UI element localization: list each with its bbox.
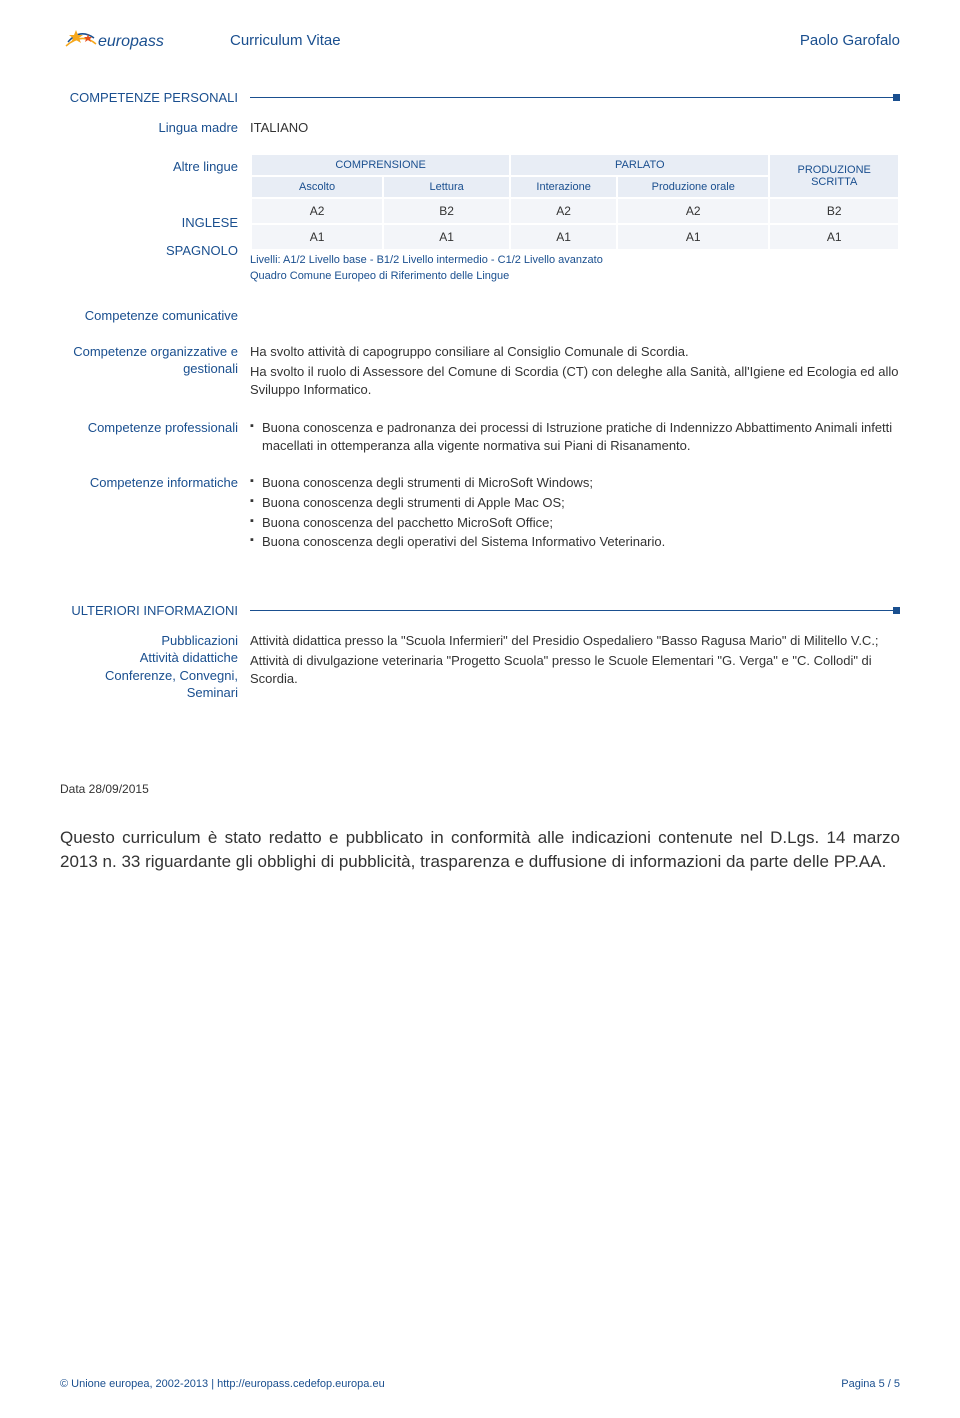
text-p1: Attività didattica presso la "Scuola Inf… [250, 632, 900, 650]
cell: A2 [618, 199, 768, 223]
table-row: A1 A1 A1 A1 A1 [252, 225, 898, 249]
list-item: Buona conoscenza degli strumenti di Appl… [250, 494, 900, 512]
label-ulteriori: Pubblicazioni Attività didattiche Confer… [60, 632, 250, 702]
footer-left: © Unione europea, 2002-2013 | http://eur… [60, 1378, 385, 1390]
label-l1: Competenze organizzative e [73, 344, 238, 359]
lang-row-label-1: SPAGNOLO [60, 237, 250, 265]
value-competenze-organizzative: Ha svolto attività di capogruppo consili… [250, 343, 900, 402]
cell: A2 [511, 199, 616, 223]
cell: B2 [384, 199, 509, 223]
person-name: Paolo Garofalo [800, 32, 900, 49]
row-competenze-organizzative: Competenze organizzative e gestionali Ha… [60, 343, 900, 402]
cell: A2 [252, 199, 382, 223]
europass-logo-icon: europass [60, 20, 170, 60]
label-competenze-organizzative: Competenze organizzative e gestionali [60, 343, 250, 402]
heading-rule [250, 97, 900, 98]
list-item: Buona conoscenza e padronanza dei proces… [250, 419, 900, 454]
lang-section: Altre lingue INGLESE SPAGNOLO COMPRENSIO… [60, 153, 900, 284]
value-competenze-comunicative [250, 307, 900, 325]
date-line: Data 28/09/2015 [60, 782, 900, 796]
table-row: A2 B2 A2 A2 B2 [252, 199, 898, 223]
row-ulteriori: Pubblicazioni Attività didattiche Confer… [60, 632, 900, 702]
th-lettura: Lettura [384, 177, 509, 197]
heading-label: COMPETENZE PERSONALI [60, 90, 250, 105]
list-item: Buona conoscenza degli operativi del Sis… [250, 533, 900, 551]
value-lingua-madre: ITALIANO [250, 119, 900, 137]
label-l2: gestionali [183, 361, 238, 376]
row-competenze-comunicative: Competenze comunicative [60, 307, 900, 325]
cell: A1 [770, 225, 898, 249]
text-p1: Ha svolto attività di capogruppo consili… [250, 343, 900, 361]
heading-rule [250, 610, 900, 611]
footer: © Unione europea, 2002-2013 | http://eur… [60, 1378, 900, 1390]
spacer [60, 181, 250, 209]
list-item: Buona conoscenza del pacchetto MicroSoft… [250, 514, 900, 532]
th-parlato: PARLATO [511, 155, 768, 175]
text-p2: Attività di divulgazione veterinaria "Pr… [250, 652, 900, 687]
label-l1: Pubblicazioni [161, 633, 238, 648]
label-l2: Attività didattiche [140, 650, 238, 665]
cell: A1 [511, 225, 616, 249]
row-competenze-professionali: Competenze professionali Buona conoscenz… [60, 419, 900, 456]
th-produzione-orale: Produzione orale [618, 177, 768, 197]
label-competenze-informatiche: Competenze informatiche [60, 474, 250, 552]
logo: europass [60, 20, 170, 60]
row-competenze-informatiche: Competenze informatiche Buona conoscenza… [60, 474, 900, 552]
lang-table: COMPRENSIONE PARLATO PRODUZIONE SCRITTA … [250, 153, 900, 251]
th-produzione-scritta: PRODUZIONE SCRITTA [770, 155, 898, 197]
th-comprensione: COMPRENSIONE [252, 155, 509, 175]
row-lingua-madre: Lingua madre ITALIANO [60, 119, 900, 137]
svg-text:europass: europass [98, 33, 164, 50]
cell: A1 [618, 225, 768, 249]
section-heading-ulteriori: ULTERIORI INFORMAZIONI [60, 603, 900, 618]
label-competenze-professionali: Competenze professionali [60, 419, 250, 456]
lang-row-label-0: INGLESE [60, 209, 250, 237]
cell: B2 [770, 199, 898, 223]
label-competenze-comunicative: Competenze comunicative [60, 307, 250, 325]
list-item: Buona conoscenza degli strumenti di Micr… [250, 474, 900, 492]
doc-title: Curriculum Vitae [170, 32, 800, 49]
label-l3: Conferenze, Convegni, Seminari [105, 668, 238, 701]
lang-footnote-1: Livelli: A1/2 Livello base - B1/2 Livell… [250, 253, 900, 267]
lang-footnote-2: Quadro Comune Europeo di Riferimento del… [250, 269, 900, 283]
section-heading-competenze: COMPETENZE PERSONALI [60, 90, 900, 105]
cell: A1 [384, 225, 509, 249]
cell: A1 [252, 225, 382, 249]
heading-label: ULTERIORI INFORMAZIONI [60, 603, 250, 618]
th-interazione: Interazione [511, 177, 616, 197]
value-competenze-professionali: Buona conoscenza e padronanza dei proces… [250, 419, 900, 456]
text-p2: Ha svolto il ruolo di Assessore del Comu… [250, 363, 900, 398]
label-lingua-madre: Lingua madre [60, 119, 250, 137]
th-ascolto: Ascolto [252, 177, 382, 197]
label-altre-lingue: Altre lingue [60, 153, 250, 181]
final-paragraph: Questo curriculum è stato redatto e pubb… [60, 826, 900, 874]
footer-right: Pagina 5 / 5 [841, 1378, 900, 1390]
value-competenze-informatiche: Buona conoscenza degli strumenti di Micr… [250, 474, 900, 552]
value-ulteriori: Attività didattica presso la "Scuola Inf… [250, 632, 900, 702]
header: europass Curriculum Vitae Paolo Garofalo [60, 20, 900, 60]
